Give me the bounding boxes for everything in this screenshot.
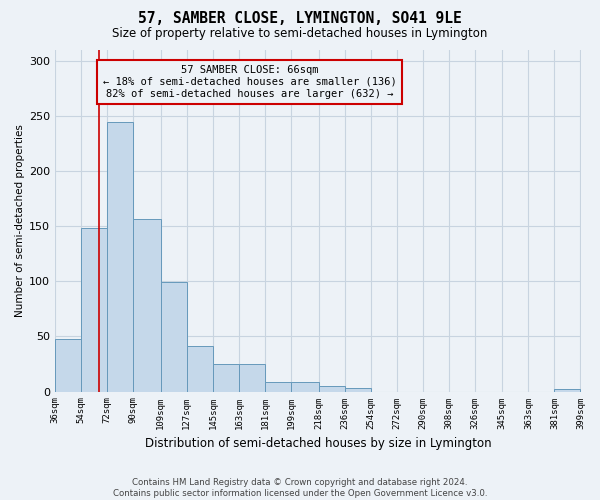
- Bar: [55, 338, 81, 392]
- Bar: [133, 218, 161, 392]
- Text: Size of property relative to semi-detached houses in Lymington: Size of property relative to semi-detach…: [112, 28, 488, 40]
- Bar: [344, 388, 371, 392]
- Bar: [265, 382, 291, 392]
- Bar: [213, 364, 239, 392]
- Bar: [187, 346, 213, 392]
- Bar: [291, 382, 319, 392]
- Text: Contains HM Land Registry data © Crown copyright and database right 2024.
Contai: Contains HM Land Registry data © Crown c…: [113, 478, 487, 498]
- X-axis label: Distribution of semi-detached houses by size in Lymington: Distribution of semi-detached houses by …: [145, 437, 491, 450]
- Bar: [319, 386, 344, 392]
- Bar: [239, 364, 265, 392]
- Bar: [554, 390, 580, 392]
- Text: 57 SAMBER CLOSE: 66sqm
← 18% of semi-detached houses are smaller (136)
82% of se: 57 SAMBER CLOSE: 66sqm ← 18% of semi-det…: [103, 66, 397, 98]
- Text: 57, SAMBER CLOSE, LYMINGTON, SO41 9LE: 57, SAMBER CLOSE, LYMINGTON, SO41 9LE: [138, 11, 462, 26]
- Y-axis label: Number of semi-detached properties: Number of semi-detached properties: [15, 124, 25, 317]
- Bar: [161, 282, 187, 392]
- Bar: [81, 228, 107, 392]
- Bar: [107, 122, 133, 392]
